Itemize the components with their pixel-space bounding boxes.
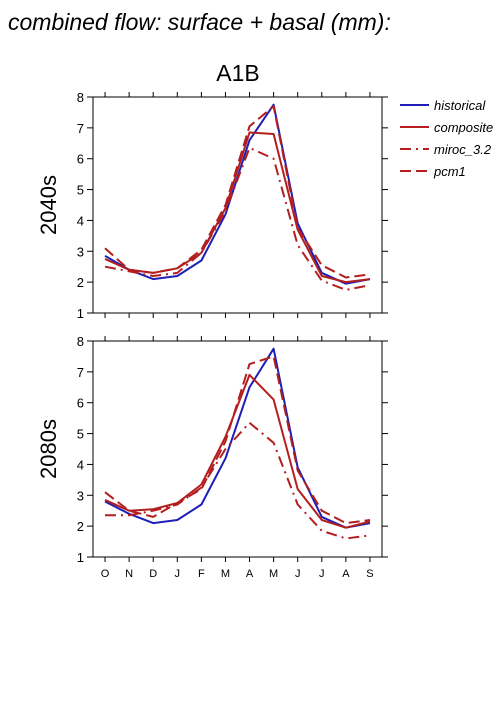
legend-label: composite: [434, 120, 493, 135]
series-line-composite: [104, 131, 371, 284]
y-tick-label: 2: [77, 275, 84, 290]
legend-label: miroc_3.2: [434, 142, 492, 157]
x-tick-label: A: [342, 568, 350, 580]
x-tick-label: N: [125, 568, 133, 580]
y-tick-label: 7: [77, 365, 84, 380]
plot-frame: [92, 96, 383, 314]
panel-label: 2040s: [36, 175, 61, 235]
y-tick-label: 1: [77, 550, 84, 565]
y-tick-label: 8: [77, 334, 84, 349]
legend-label: pcm1: [433, 164, 466, 179]
x-tick-label: J: [295, 568, 301, 580]
x-tick-label: F: [198, 568, 205, 580]
legend-label: historical: [434, 98, 486, 113]
y-tick-label: 2: [77, 519, 84, 534]
x-tick-label: J: [175, 568, 181, 580]
y-tick-label: 7: [77, 121, 84, 136]
panel-2040s: 1 2 3 4 5 6 7 8 2040s: [36, 90, 388, 321]
panel-2080s: 1 2 3 4 5 6 7 8 O N D J F M A M J J A S 2080s: [36, 334, 388, 580]
x-tick-label: O: [101, 568, 110, 580]
series-line-pcm1: [104, 105, 371, 279]
x-tick-label: M: [269, 568, 278, 580]
series-line-pcm1: [104, 355, 371, 525]
x-tick-label: S: [366, 568, 373, 580]
y-tick-label: 5: [77, 183, 84, 198]
series-line-miroc-3-2: [105, 421, 371, 540]
y-tick-label: 4: [77, 457, 84, 472]
x-tick-label: A: [246, 568, 254, 580]
y-tick-label: 3: [77, 488, 84, 503]
x-tick-label: D: [149, 568, 157, 580]
series-line-composite: [104, 373, 371, 529]
x-tick-label: J: [319, 568, 325, 580]
y-tick-label: 5: [77, 427, 84, 442]
y-tick-label: 3: [77, 244, 84, 259]
y-tick-label: 1: [77, 306, 84, 321]
series-line-miroc-3-2: [104, 146, 371, 291]
panel-label: 2080s: [36, 419, 61, 479]
x-tick-label: M: [221, 568, 230, 580]
series-line-historical: [104, 103, 371, 285]
plot-frame: [92, 340, 383, 558]
y-tick-label: 8: [77, 90, 84, 105]
chart-panels: 1 2 3 4 5 6 7 8 2040s 1 2 3 4 5 6 7 8 O N D J F M A M J J A S 2080s: [36, 90, 388, 580]
series-line-historical: [104, 347, 371, 529]
y-tick-label: 6: [77, 396, 84, 411]
y-tick-label: 6: [77, 152, 84, 167]
figure-title: combined flow: surface + basal (mm):: [8, 9, 391, 35]
y-tick-label: 4: [77, 213, 84, 228]
legend: historical composite miroc_3.2 pcm1: [400, 98, 493, 179]
scenario-title: A1B: [216, 60, 259, 86]
